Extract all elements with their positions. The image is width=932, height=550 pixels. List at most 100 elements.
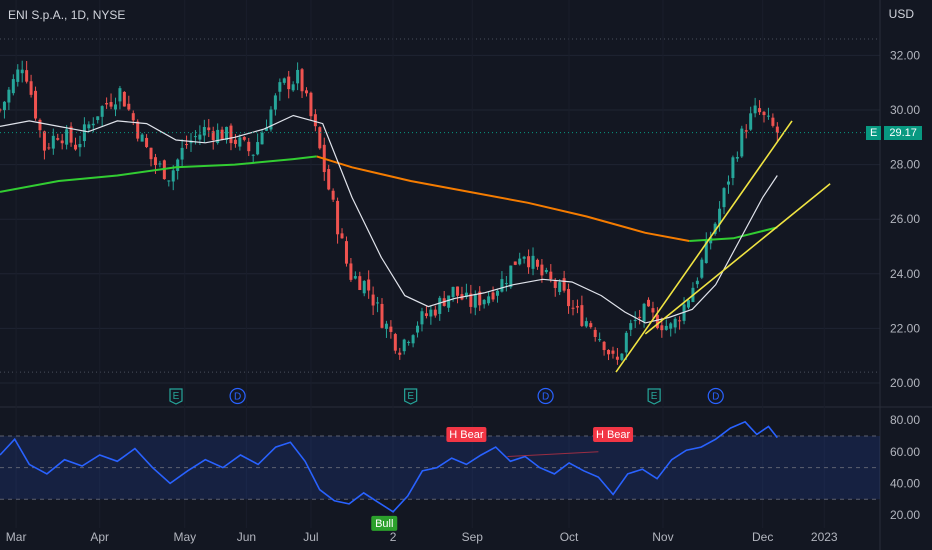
trendline-0 <box>615 120 793 373</box>
candle-body-64 <box>282 78 286 83</box>
divergence-label-2: Bull <box>371 515 398 531</box>
time-tick-6: Sep <box>462 530 484 544</box>
candle-59 <box>260 128 264 145</box>
candle-body-161 <box>713 223 717 234</box>
candle-body-50 <box>220 129 224 141</box>
candle-body-121 <box>535 259 539 267</box>
last-price-value: 29.17 <box>884 125 922 140</box>
candle-171 <box>758 100 762 115</box>
candle-body-141 <box>624 332 628 353</box>
candle-72 <box>318 126 322 150</box>
long-ma-green-right <box>689 226 778 242</box>
candle-body-38 <box>167 180 171 182</box>
candle-body-155 <box>686 300 690 308</box>
candle-6 <box>25 61 29 84</box>
candle-91 <box>402 338 406 355</box>
candle-169 <box>749 106 753 131</box>
candle-122 <box>540 259 544 283</box>
candle-body-41 <box>180 147 184 160</box>
price-series <box>0 60 779 365</box>
candle-113 <box>500 271 504 293</box>
candle-172 <box>762 110 766 123</box>
rsi-panel: H Bear H Bear Bull <box>0 420 880 531</box>
candles <box>0 60 779 365</box>
candle-body-77 <box>340 233 344 239</box>
candle-body-1 <box>2 101 6 111</box>
candle-body-49 <box>216 129 220 143</box>
candle-90 <box>398 347 402 360</box>
long-ma-green-left <box>0 155 317 193</box>
candle-body-110 <box>487 296 491 304</box>
candle-body-173 <box>766 115 770 117</box>
candle-133 <box>589 320 593 329</box>
candle-95 <box>420 307 424 332</box>
candle-168 <box>744 124 748 139</box>
earnings-marker-label-4: E <box>651 391 658 402</box>
candle-body-33 <box>145 137 149 148</box>
candle-body-165 <box>731 157 735 179</box>
candle-body-92 <box>407 341 411 343</box>
candle-body-79 <box>349 263 353 280</box>
candle-body-51 <box>225 126 229 140</box>
candle-114 <box>504 275 508 292</box>
candle-body-150 <box>664 325 668 330</box>
candle-98 <box>433 305 437 318</box>
candle-body-85 <box>376 302 380 304</box>
candle-5 <box>20 60 24 83</box>
candle-93 <box>411 334 415 348</box>
candle-body-88 <box>389 326 393 332</box>
candle-body-56 <box>247 141 251 152</box>
candle-40 <box>176 158 180 180</box>
candle-body-30 <box>131 113 135 121</box>
divergence-label-box-0 <box>446 427 487 443</box>
candle-body-68 <box>300 69 304 92</box>
candle-body-53 <box>233 139 237 144</box>
candle-11 <box>47 142 51 151</box>
candle-body-118 <box>522 256 526 259</box>
candle-body-103 <box>456 286 460 296</box>
dividend-marker-label-3: D <box>542 392 549 403</box>
candle-body-175 <box>775 126 779 133</box>
candle-119 <box>527 249 531 274</box>
time-tick-2: May <box>173 530 196 544</box>
candle-body-18 <box>78 143 82 148</box>
candle-161 <box>713 222 717 236</box>
candle-129 <box>571 300 575 316</box>
price-axis: 20.00 22.00 24.00 26.00 28.00 30.00 32.00 <box>890 48 920 390</box>
event-marker-3: D <box>537 387 554 405</box>
candle-body-148 <box>655 314 659 329</box>
candle-body-57 <box>251 154 255 156</box>
candle-13 <box>56 133 60 141</box>
candle-88 <box>389 320 393 339</box>
candle-2 <box>7 86 11 110</box>
earnings-marker-label-0: E <box>173 391 180 402</box>
candle-body-4 <box>16 69 20 82</box>
candle-body-87 <box>384 323 388 329</box>
candle-body-149 <box>660 325 664 331</box>
divergence-label-text-0: H Bear <box>449 429 484 441</box>
candle-body-28 <box>122 91 126 107</box>
candle-body-60 <box>265 127 269 131</box>
candle-body-16 <box>69 126 73 143</box>
last-price-marker: E <box>866 125 882 140</box>
candle-body-113 <box>500 279 504 292</box>
candle-81 <box>358 271 362 291</box>
candle-139 <box>615 348 619 365</box>
candle-66 <box>291 81 295 92</box>
candle-body-169 <box>749 113 753 130</box>
candle-60 <box>265 119 269 132</box>
candle-134 <box>593 327 597 342</box>
candle-body-167 <box>740 128 744 157</box>
candle-body-109 <box>482 299 486 305</box>
time-tick-5: 2 <box>390 530 397 544</box>
candle-32 <box>140 132 144 142</box>
candle-8 <box>34 86 38 121</box>
candle-body-44 <box>193 136 197 138</box>
candle-80 <box>353 271 357 280</box>
candle-118 <box>522 255 526 264</box>
candle-body-23 <box>100 106 104 117</box>
candle-body-91 <box>402 339 406 352</box>
candle-164 <box>726 175 730 194</box>
candle-58 <box>256 133 260 156</box>
candle-body-12 <box>51 135 55 149</box>
